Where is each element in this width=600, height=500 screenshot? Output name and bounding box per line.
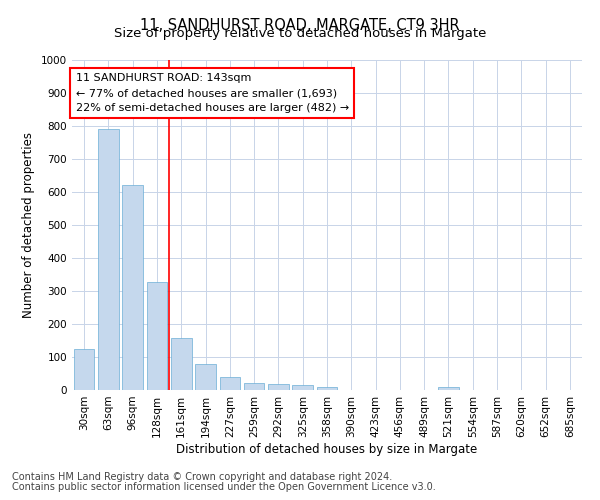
- Bar: [74, 349, 94, 390]
- Bar: [244, 382, 265, 390]
- Bar: [146, 282, 167, 390]
- Bar: [122, 186, 143, 390]
- Text: Size of property relative to detached houses in Margate: Size of property relative to detached ho…: [114, 28, 486, 40]
- Text: Contains HM Land Registry data © Crown copyright and database right 2024.: Contains HM Land Registry data © Crown c…: [12, 472, 392, 482]
- Bar: [171, 338, 191, 390]
- Text: 11, SANDHURST ROAD, MARGATE, CT9 3HR: 11, SANDHURST ROAD, MARGATE, CT9 3HR: [140, 18, 460, 32]
- Bar: [195, 364, 216, 390]
- Bar: [317, 388, 337, 390]
- X-axis label: Distribution of detached houses by size in Margate: Distribution of detached houses by size …: [176, 442, 478, 456]
- Bar: [220, 378, 240, 390]
- Text: 11 SANDHURST ROAD: 143sqm
← 77% of detached houses are smaller (1,693)
22% of se: 11 SANDHURST ROAD: 143sqm ← 77% of detac…: [76, 73, 349, 113]
- Bar: [292, 386, 313, 390]
- Bar: [438, 386, 459, 390]
- Y-axis label: Number of detached properties: Number of detached properties: [22, 132, 35, 318]
- Bar: [268, 384, 289, 390]
- Bar: [98, 130, 119, 390]
- Text: Contains public sector information licensed under the Open Government Licence v3: Contains public sector information licen…: [12, 482, 436, 492]
